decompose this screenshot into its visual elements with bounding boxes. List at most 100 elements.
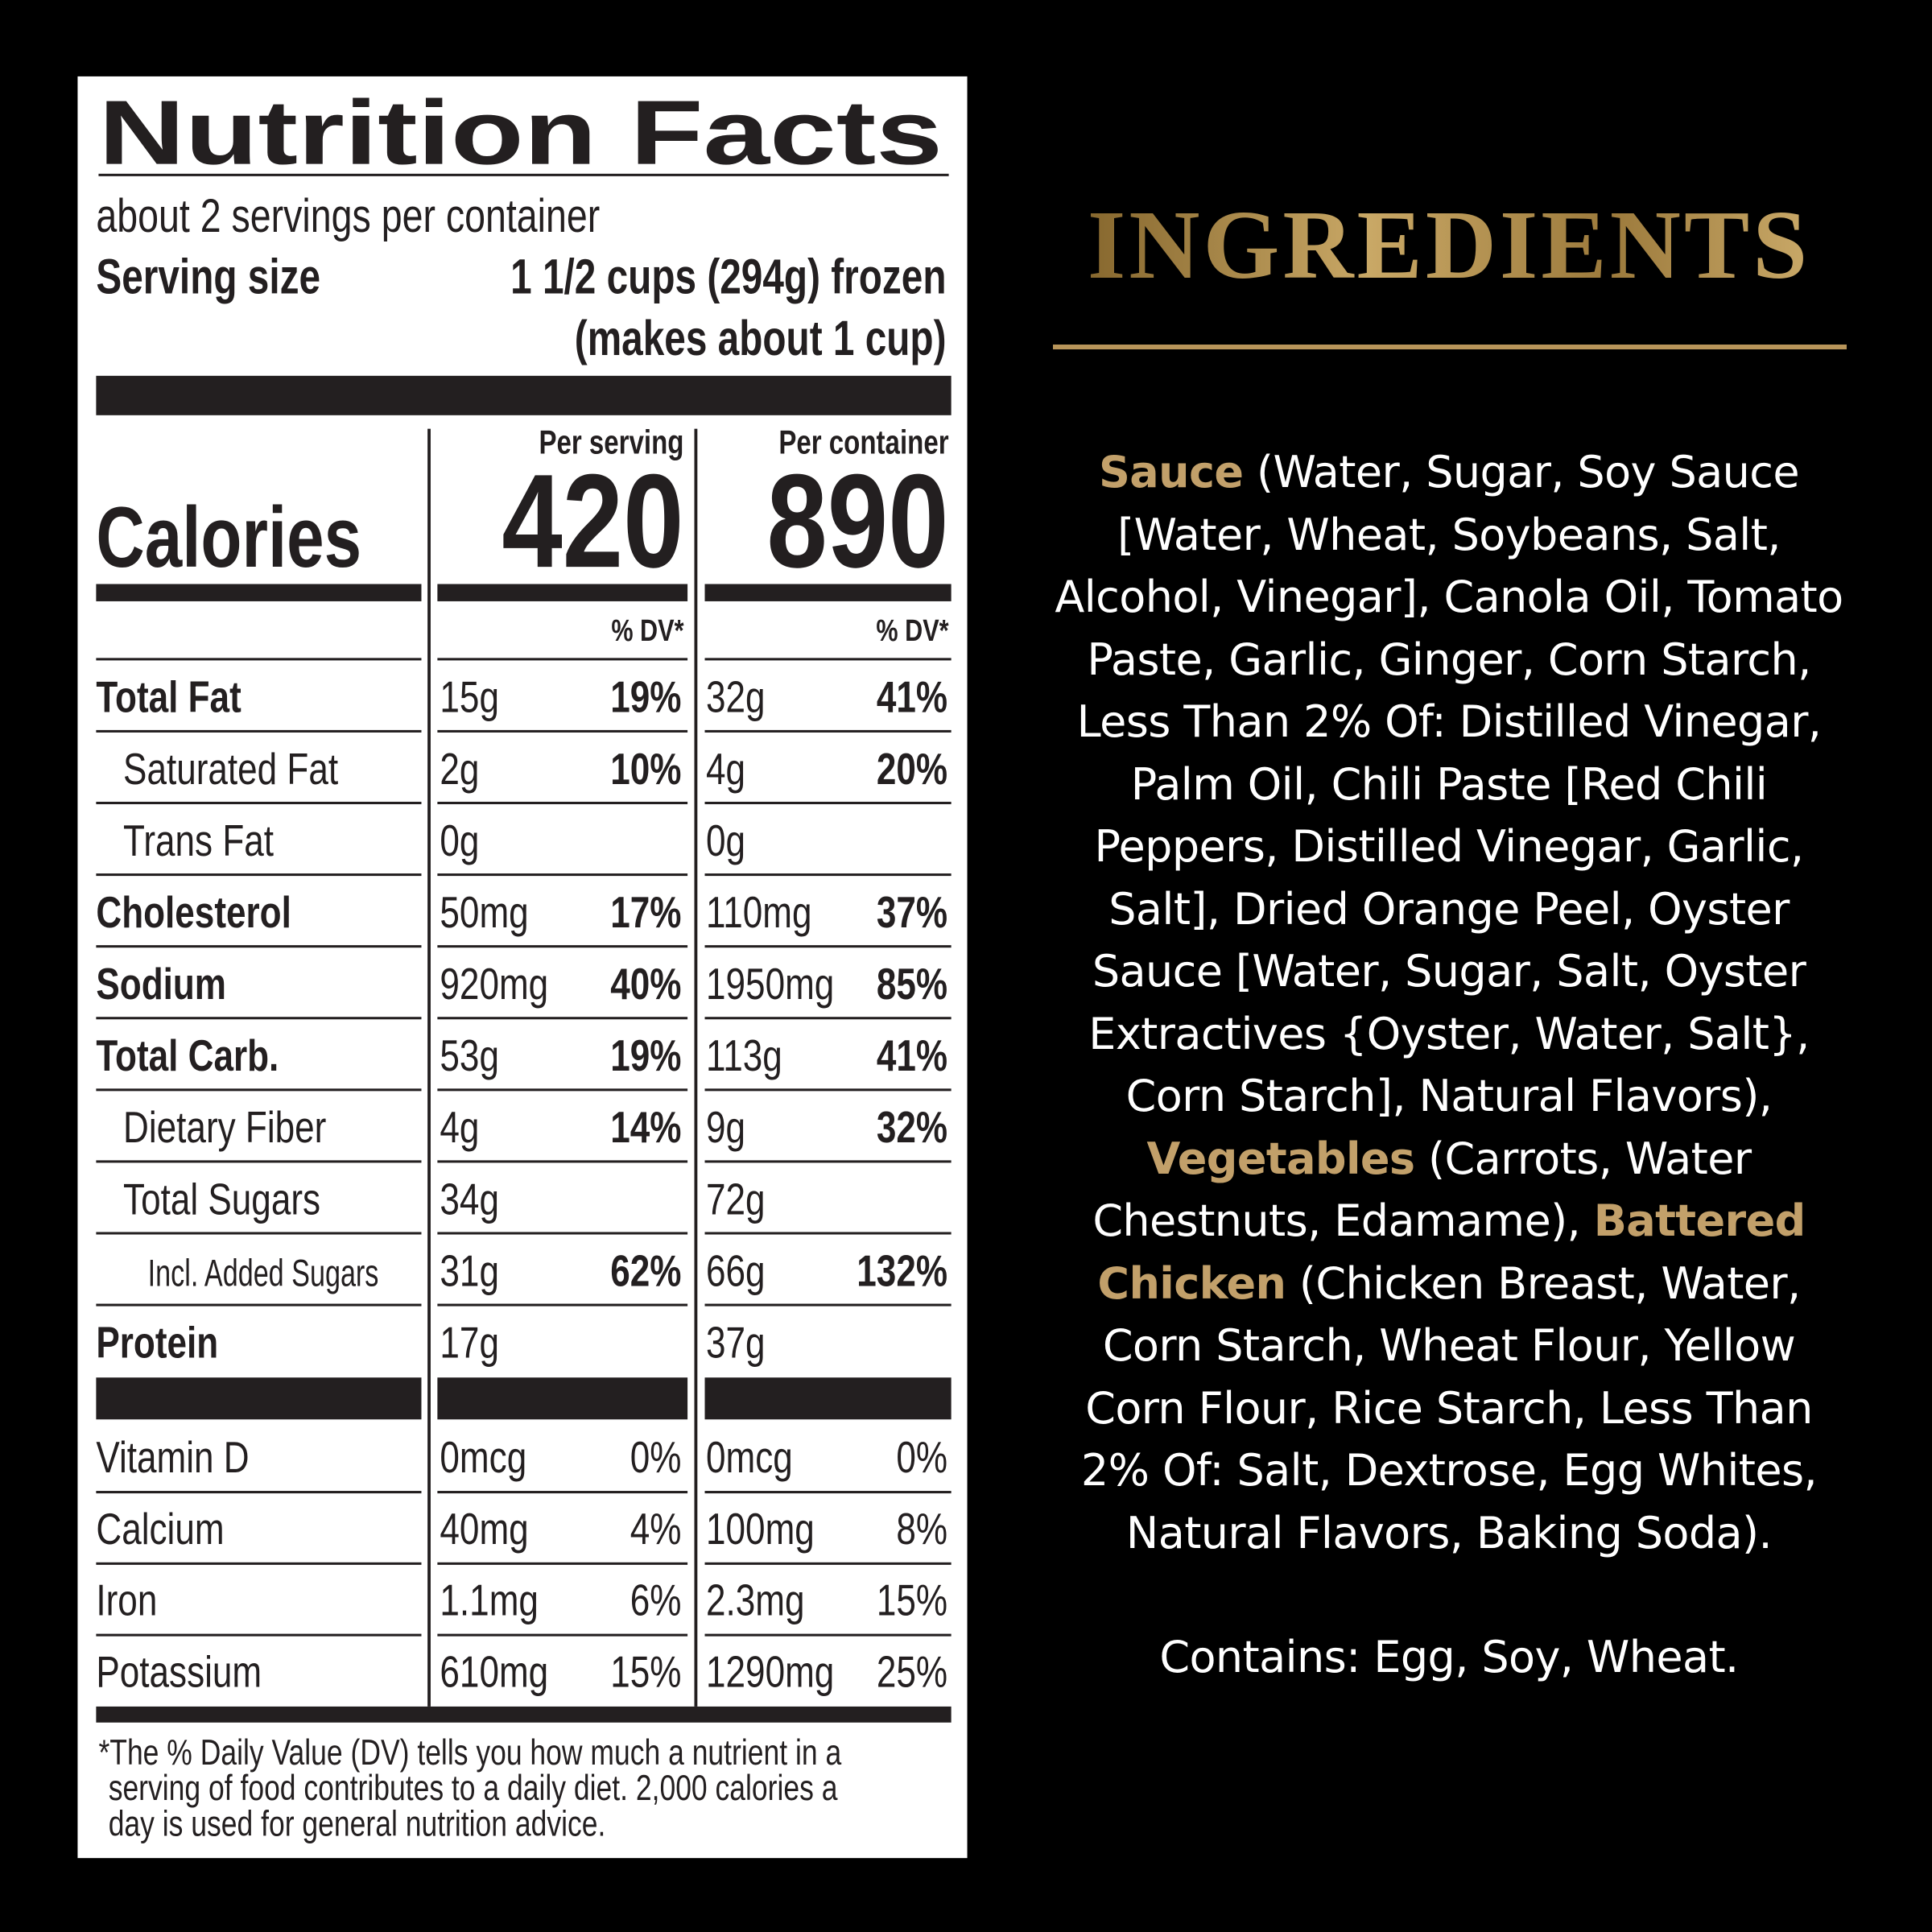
row-rule — [704, 1088, 952, 1092]
nutrient-dv: 10% — [610, 744, 681, 794]
servings: about 2 servings per container — [96, 190, 600, 242]
ingredients-title: INGREDIENTS — [1046, 185, 1852, 306]
row-rule — [704, 1633, 952, 1637]
nutrient-dv: 40% — [610, 959, 681, 1009]
ingredient-list: Sauce (Water, Sugar, Soy Sauce [Water, W… — [1046, 441, 1852, 1564]
nutrient-amount: 15g — [440, 672, 499, 722]
row-rule — [437, 945, 688, 948]
nutrient-dv: 19% — [610, 672, 681, 722]
vitamin-amount: 2.3mg — [706, 1575, 805, 1625]
nutrient-label: Total Fat — [96, 672, 241, 722]
thick-bar — [437, 1377, 688, 1420]
thick-bar — [96, 375, 952, 415]
nutrient-dv: 132% — [857, 1245, 947, 1295]
nutrient-amount: 1950mg — [706, 959, 834, 1009]
row-rule — [437, 1562, 688, 1565]
nutrient-dv: 20% — [877, 744, 947, 794]
title-rule — [98, 173, 949, 176]
nutrient-dv: 19% — [610, 1030, 681, 1080]
nutrient-amount: 50mg — [440, 887, 528, 937]
nutrient-label: Total Carb. — [96, 1030, 279, 1080]
calories-value: 420 — [502, 447, 683, 596]
thick-bar — [96, 1377, 422, 1420]
nutrient-dv: 17% — [610, 887, 681, 937]
nutrient-amount: 9g — [706, 1102, 745, 1152]
medium-bar — [437, 584, 688, 601]
nutrient-label: Sodium — [96, 959, 226, 1009]
row-rule — [704, 729, 952, 733]
row-rule — [704, 1017, 952, 1020]
panel-title: Nutrition Facts — [98, 82, 942, 184]
vitamin-dv: 15% — [877, 1575, 947, 1625]
nutrient-amount: 2g — [440, 744, 479, 794]
row-rule — [96, 801, 422, 805]
vitamin-label: Calcium — [96, 1504, 224, 1554]
nutrient-dv: 41% — [877, 1030, 947, 1080]
column-divider — [694, 428, 698, 1707]
calories-value: 890 — [766, 447, 948, 596]
row-rule — [437, 1232, 688, 1235]
ingredient-group: Vegetables — [1146, 1133, 1416, 1184]
nutrient-label: Saturated Fat — [123, 744, 338, 794]
ingredient-group: Battered Chicken — [1097, 1195, 1806, 1309]
ingredient-detail: (Water, Sugar, Soy Sauce [Water, Wheat, … — [1055, 447, 1843, 1121]
nutrient-dv: 14% — [610, 1102, 681, 1152]
row-rule — [704, 1562, 952, 1565]
medium-bar — [96, 584, 422, 601]
row-rule — [704, 801, 952, 805]
vitamin-amount: 610mg — [440, 1646, 548, 1696]
row-rule — [96, 729, 422, 733]
nutrient-amount: 31g — [440, 1245, 499, 1295]
ingredient-detail: (Chicken Breast, Water, Corn Starch, Whe… — [1080, 1257, 1818, 1558]
vitamin-amount: 40mg — [440, 1504, 528, 1554]
nutrient-amount: 53g — [440, 1030, 499, 1080]
row-rule — [96, 658, 422, 661]
nutrient-amount: 4g — [706, 744, 745, 794]
row-rule — [704, 1303, 952, 1307]
nutrient-amount: 113g — [706, 1030, 782, 1080]
ingredient-group: Sauce — [1099, 447, 1244, 497]
nutrient-label: Total Sugars — [123, 1174, 320, 1224]
nutrient-amount: 0g — [706, 815, 745, 865]
nutrient-label: Incl. Added Sugars — [148, 1252, 379, 1294]
row-rule — [96, 873, 422, 877]
nutrient-amount: 0g — [440, 815, 479, 865]
nutrient-amount: 110mg — [706, 887, 812, 937]
nutrient-amount: 34g — [440, 1174, 499, 1224]
row-rule — [96, 1088, 422, 1092]
thick-bar — [704, 1377, 952, 1420]
title-rule — [1053, 345, 1847, 349]
row-rule — [96, 1633, 422, 1637]
vitamin-amount: 0mcg — [706, 1432, 793, 1482]
vitamin-amount: 1.1mg — [440, 1575, 539, 1625]
calories-label: Calories — [96, 489, 361, 585]
dv-header: % DV* — [611, 613, 683, 648]
nutrient-amount: 37g — [706, 1317, 766, 1367]
serving-size: 1 1/2 cups (294g) frozen — [510, 249, 946, 303]
nutrient-label: Trans Fat — [123, 815, 274, 865]
nutrient-dv: 62% — [610, 1245, 681, 1295]
row-rule — [96, 1491, 422, 1494]
vitamin-label: Potassium — [96, 1646, 262, 1696]
column-header: Per serving — [539, 423, 683, 460]
footnote: serving of food contributes to a daily d… — [109, 1769, 838, 1808]
nutrient-label: Protein — [96, 1317, 218, 1367]
nutrient-dv: 32% — [877, 1102, 947, 1152]
nutrient-dv: 85% — [877, 959, 947, 1009]
row-rule — [437, 1017, 688, 1020]
vitamin-dv: 0% — [896, 1432, 947, 1482]
nutrient-amount: 72g — [706, 1174, 766, 1224]
row-rule — [96, 945, 422, 948]
row-rule — [96, 1232, 422, 1235]
row-rule — [437, 729, 688, 733]
vitamin-label: Vitamin D — [96, 1432, 249, 1482]
dv-header: % DV* — [876, 613, 948, 648]
row-rule — [704, 1160, 952, 1163]
row-rule — [704, 1232, 952, 1235]
footnote: day is used for general nutrition advice… — [109, 1805, 606, 1844]
row-rule — [704, 945, 952, 948]
row-rule — [704, 873, 952, 877]
row-rule — [96, 1160, 422, 1163]
